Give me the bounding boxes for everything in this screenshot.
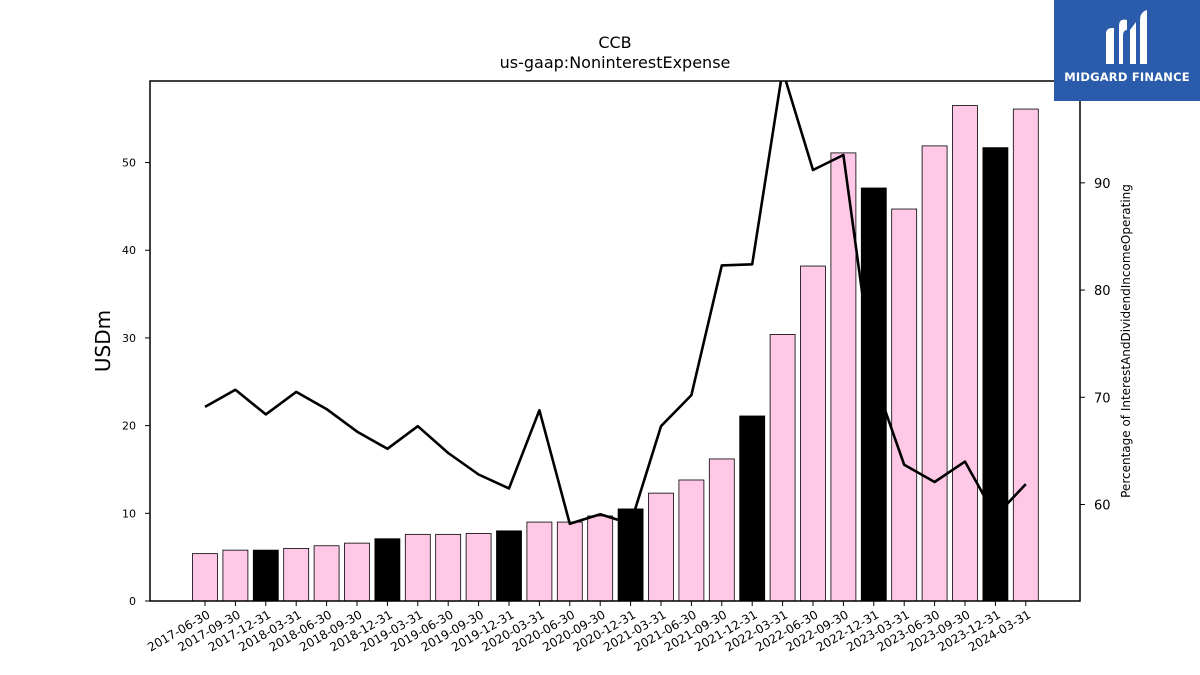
bar-2017-09-30 bbox=[222, 549, 249, 602]
bar-2019-12-31 bbox=[496, 530, 522, 602]
midgard-logo-icon bbox=[1106, 10, 1147, 65]
bar-2020-06-30 bbox=[556, 521, 583, 602]
y2-axis-label: Percentage of InterestAndDividendIncomeO… bbox=[1119, 184, 1133, 498]
y2-tick-label: 90 bbox=[1094, 177, 1111, 192]
bar-2019-09-30 bbox=[465, 533, 492, 602]
bar-2019-06-30 bbox=[435, 533, 462, 602]
bar-2017-12-31 bbox=[252, 549, 279, 602]
logo-text: MIDGARD FINANCE bbox=[1064, 70, 1190, 84]
bar-2022-09-30 bbox=[830, 152, 857, 602]
bar-2018-12-31 bbox=[374, 538, 401, 602]
bar-2020-09-30 bbox=[587, 515, 614, 602]
bar-2020-03-31 bbox=[526, 521, 553, 602]
bar-2018-03-31 bbox=[283, 547, 310, 602]
y-tick-label: 40 bbox=[122, 244, 136, 257]
bar-2021-12-31 bbox=[739, 415, 766, 602]
y2-tick-label: 60 bbox=[1094, 499, 1111, 514]
bar-2022-06-30 bbox=[800, 265, 826, 602]
y-tick-label: 30 bbox=[122, 332, 136, 345]
bar-2021-03-31 bbox=[648, 492, 674, 602]
line-layer bbox=[204, 81, 1027, 526]
bar-2021-09-30 bbox=[708, 458, 735, 602]
y-tick-label: 50 bbox=[122, 157, 136, 170]
bar-2019-03-31 bbox=[404, 533, 431, 602]
y-tick-label: 20 bbox=[122, 420, 136, 433]
chart-title: CCB bbox=[598, 33, 631, 52]
bar-2024-03-31 bbox=[1012, 108, 1039, 602]
bar-2018-06-30 bbox=[313, 545, 340, 602]
bar-2022-12-31 bbox=[860, 187, 887, 602]
percentage-line bbox=[204, 81, 1027, 526]
bar-2017-06-30 bbox=[192, 553, 218, 602]
y-tick-label: 10 bbox=[122, 507, 136, 520]
bars-layer bbox=[192, 105, 1039, 602]
midgard-finance-logo: MIDGARD FINANCE bbox=[1054, 0, 1200, 101]
y-tick-label: 0 bbox=[129, 595, 136, 608]
bar-2023-06-30 bbox=[921, 145, 948, 602]
y-axis-label: USDm bbox=[91, 310, 115, 372]
bar-2021-06-30 bbox=[678, 479, 705, 602]
bar-2023-09-30 bbox=[952, 105, 978, 602]
y2-tick-label: 70 bbox=[1094, 391, 1111, 406]
bar-2023-12-31 bbox=[982, 147, 1009, 602]
plot-frame bbox=[149, 80, 1081, 602]
chart-subtitle: us-gaap:NoninterestExpense bbox=[500, 53, 731, 72]
bar-2023-03-31 bbox=[891, 208, 918, 602]
bar-2022-03-31 bbox=[769, 334, 796, 602]
y2-tick-label: 80 bbox=[1094, 284, 1111, 299]
bar-2018-09-30 bbox=[344, 542, 370, 602]
